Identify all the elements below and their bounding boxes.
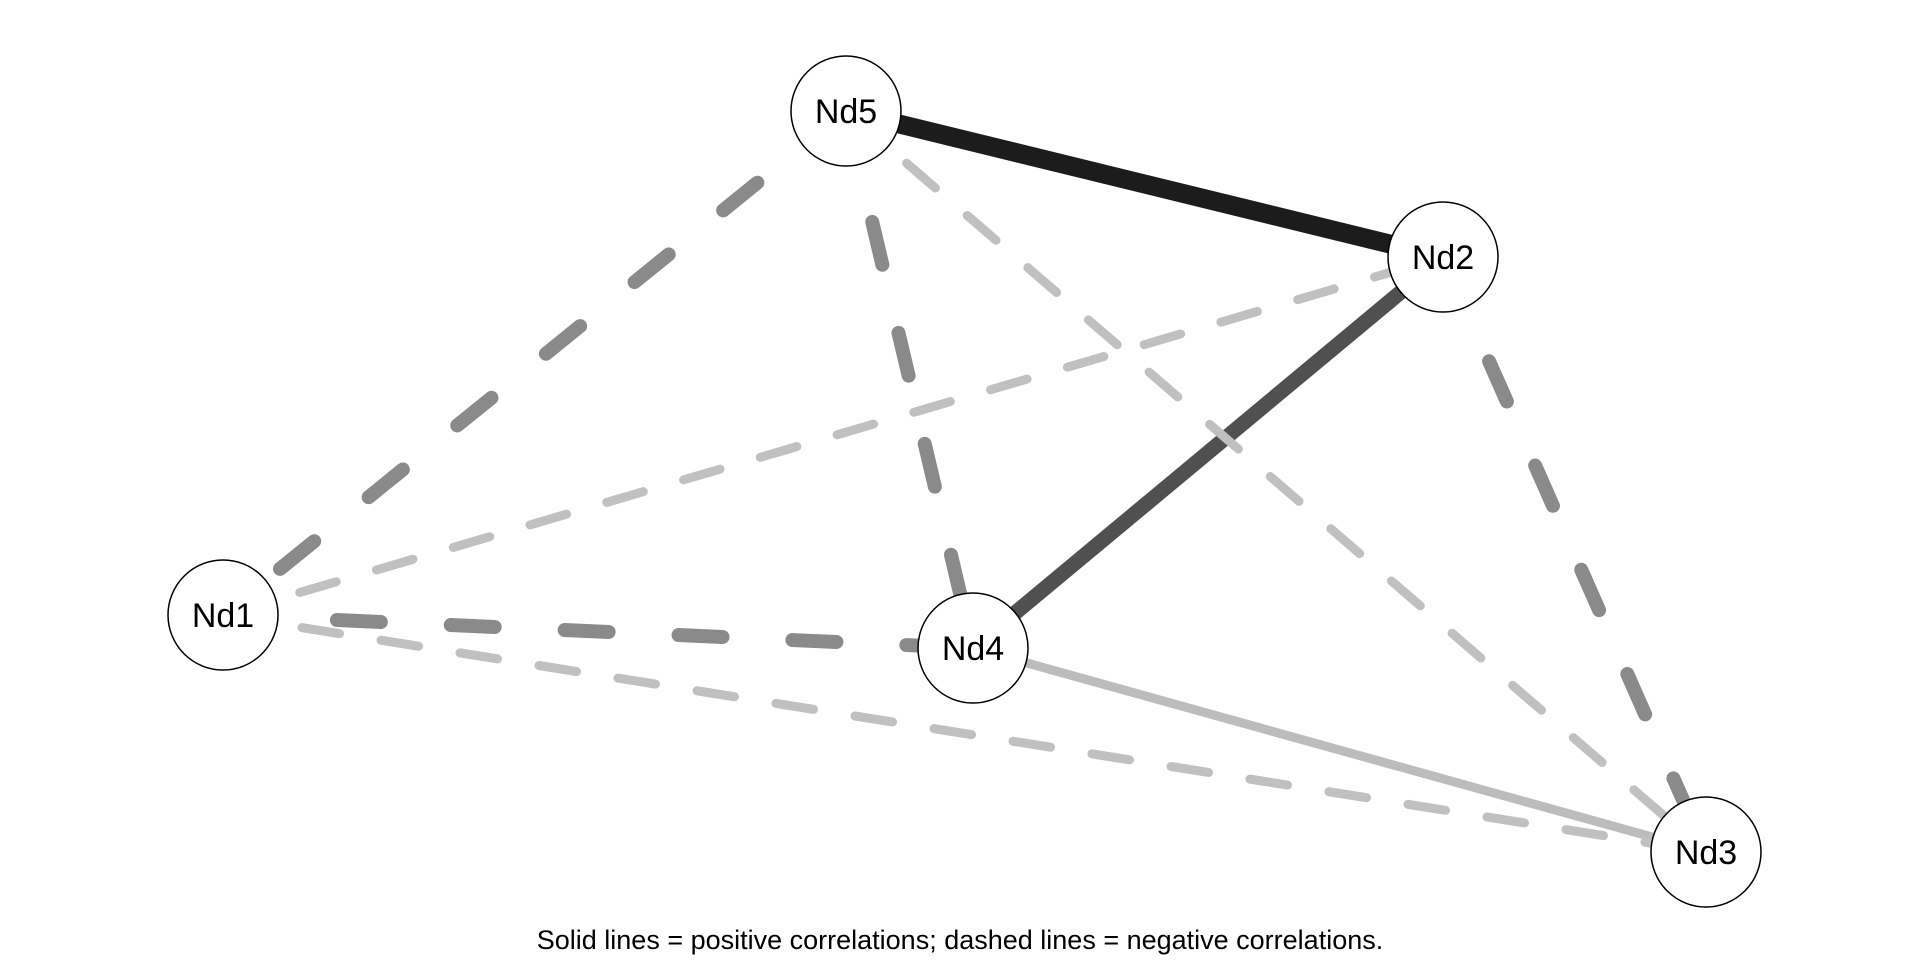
- edge-nd2-nd4: [965, 249, 1451, 656]
- edge-nd5-nd4: [839, 104, 980, 655]
- figure-caption: Solid lines = positive correlations; das…: [536, 925, 1384, 955]
- edge-nd5-nd1: [216, 104, 853, 622]
- node-label: Nd5: [815, 93, 877, 131]
- node-nd5: Nd5: [790, 55, 902, 167]
- node-circle: [790, 55, 902, 167]
- node-circle: [1387, 201, 1499, 313]
- node-circle: [1650, 796, 1762, 908]
- node-circle: [167, 559, 279, 671]
- edge-layer: [216, 101, 1713, 859]
- node-nd4: Nd4: [917, 592, 1029, 704]
- node-label: Nd2: [1412, 239, 1474, 277]
- edge-nd5-nd2: [836, 101, 1453, 267]
- node-nd1: Nd1: [167, 559, 279, 671]
- node-circle: [917, 592, 1029, 704]
- edge-nd2-nd3: [1436, 250, 1713, 859]
- edge-nd1-nd4: [216, 608, 980, 655]
- edge-nd4-nd3: [968, 643, 1711, 857]
- node-label: Nd4: [942, 630, 1004, 668]
- edge-nd5-nd3: [841, 106, 1711, 857]
- node-label: Nd3: [1675, 834, 1737, 872]
- node-nd2: Nd2: [1387, 201, 1499, 313]
- node-label: Nd1: [192, 597, 254, 635]
- edge-nd1-nd2: [218, 252, 1448, 620]
- node-nd3: Nd3: [1650, 796, 1762, 908]
- edge-nd1-nd3: [218, 610, 1711, 857]
- node-layer: Nd1 Nd2 Nd3 Nd4 Nd5: [167, 55, 1762, 908]
